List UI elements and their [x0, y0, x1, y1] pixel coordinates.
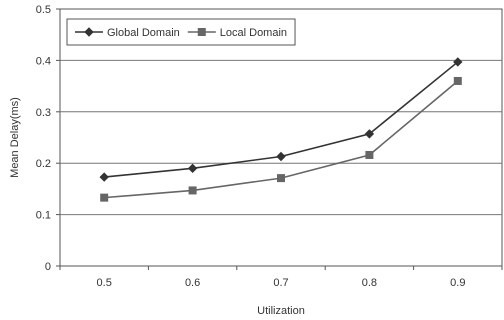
y-tick-label: 0: [45, 261, 51, 273]
x-tick-label: 0.7: [273, 277, 288, 289]
y-axis-title: Mean Delay(ms): [9, 97, 21, 178]
data-point-global-domain: [364, 129, 375, 139]
x-tick-label: 0.8: [362, 277, 377, 289]
y-tick-label: 0.4: [36, 55, 51, 67]
y-tick-label: 0.1: [36, 210, 51, 222]
data-point-local-domain: [453, 76, 462, 85]
y-axis-ticks: 0 0.1 0.2 0.3 0.4 0.5: [36, 4, 60, 273]
data-point-global-domain: [187, 163, 198, 174]
x-axis-ticks: 0.5 0.6 0.7 0.8 0.9: [59, 266, 503, 289]
data-point-local-domain: [100, 193, 109, 202]
y-tick-label: 0.2: [36, 158, 51, 170]
x-tick-label: 0.9: [450, 277, 465, 289]
y-tick-label: 0.5: [36, 4, 51, 16]
legend-item-local-domain: Local Domain: [187, 27, 287, 39]
data-point-global-domain: [453, 57, 463, 67]
x-tick-label: 0.5: [97, 277, 112, 289]
data-point-local-domain: [188, 186, 197, 195]
series-local-domain: [100, 76, 462, 202]
legend-label: Global Domain: [107, 27, 180, 39]
legend-box: [66, 18, 296, 46]
data-point-local-domain: [277, 174, 285, 183]
grid-lines: [60, 59, 502, 216]
series-global-domain: [99, 57, 463, 182]
data-point-local-domain: [365, 150, 374, 159]
data-point-global-domain: [99, 172, 109, 182]
plot-area: [59, 8, 503, 267]
data-point-global-domain: [276, 151, 286, 162]
y-tick-label: 0.3: [36, 107, 51, 119]
legend-marker: [197, 28, 206, 36]
legend-marker: [84, 27, 94, 37]
series-layer: [99, 57, 463, 202]
x-axis-title: Utilization: [257, 305, 305, 317]
legend-label: Local Domain: [220, 27, 287, 39]
x-tick-label: 0.6: [185, 277, 200, 289]
legend-item-global-domain: Global Domain: [75, 27, 180, 39]
legend: Global Domain Local Domain: [66, 18, 296, 46]
